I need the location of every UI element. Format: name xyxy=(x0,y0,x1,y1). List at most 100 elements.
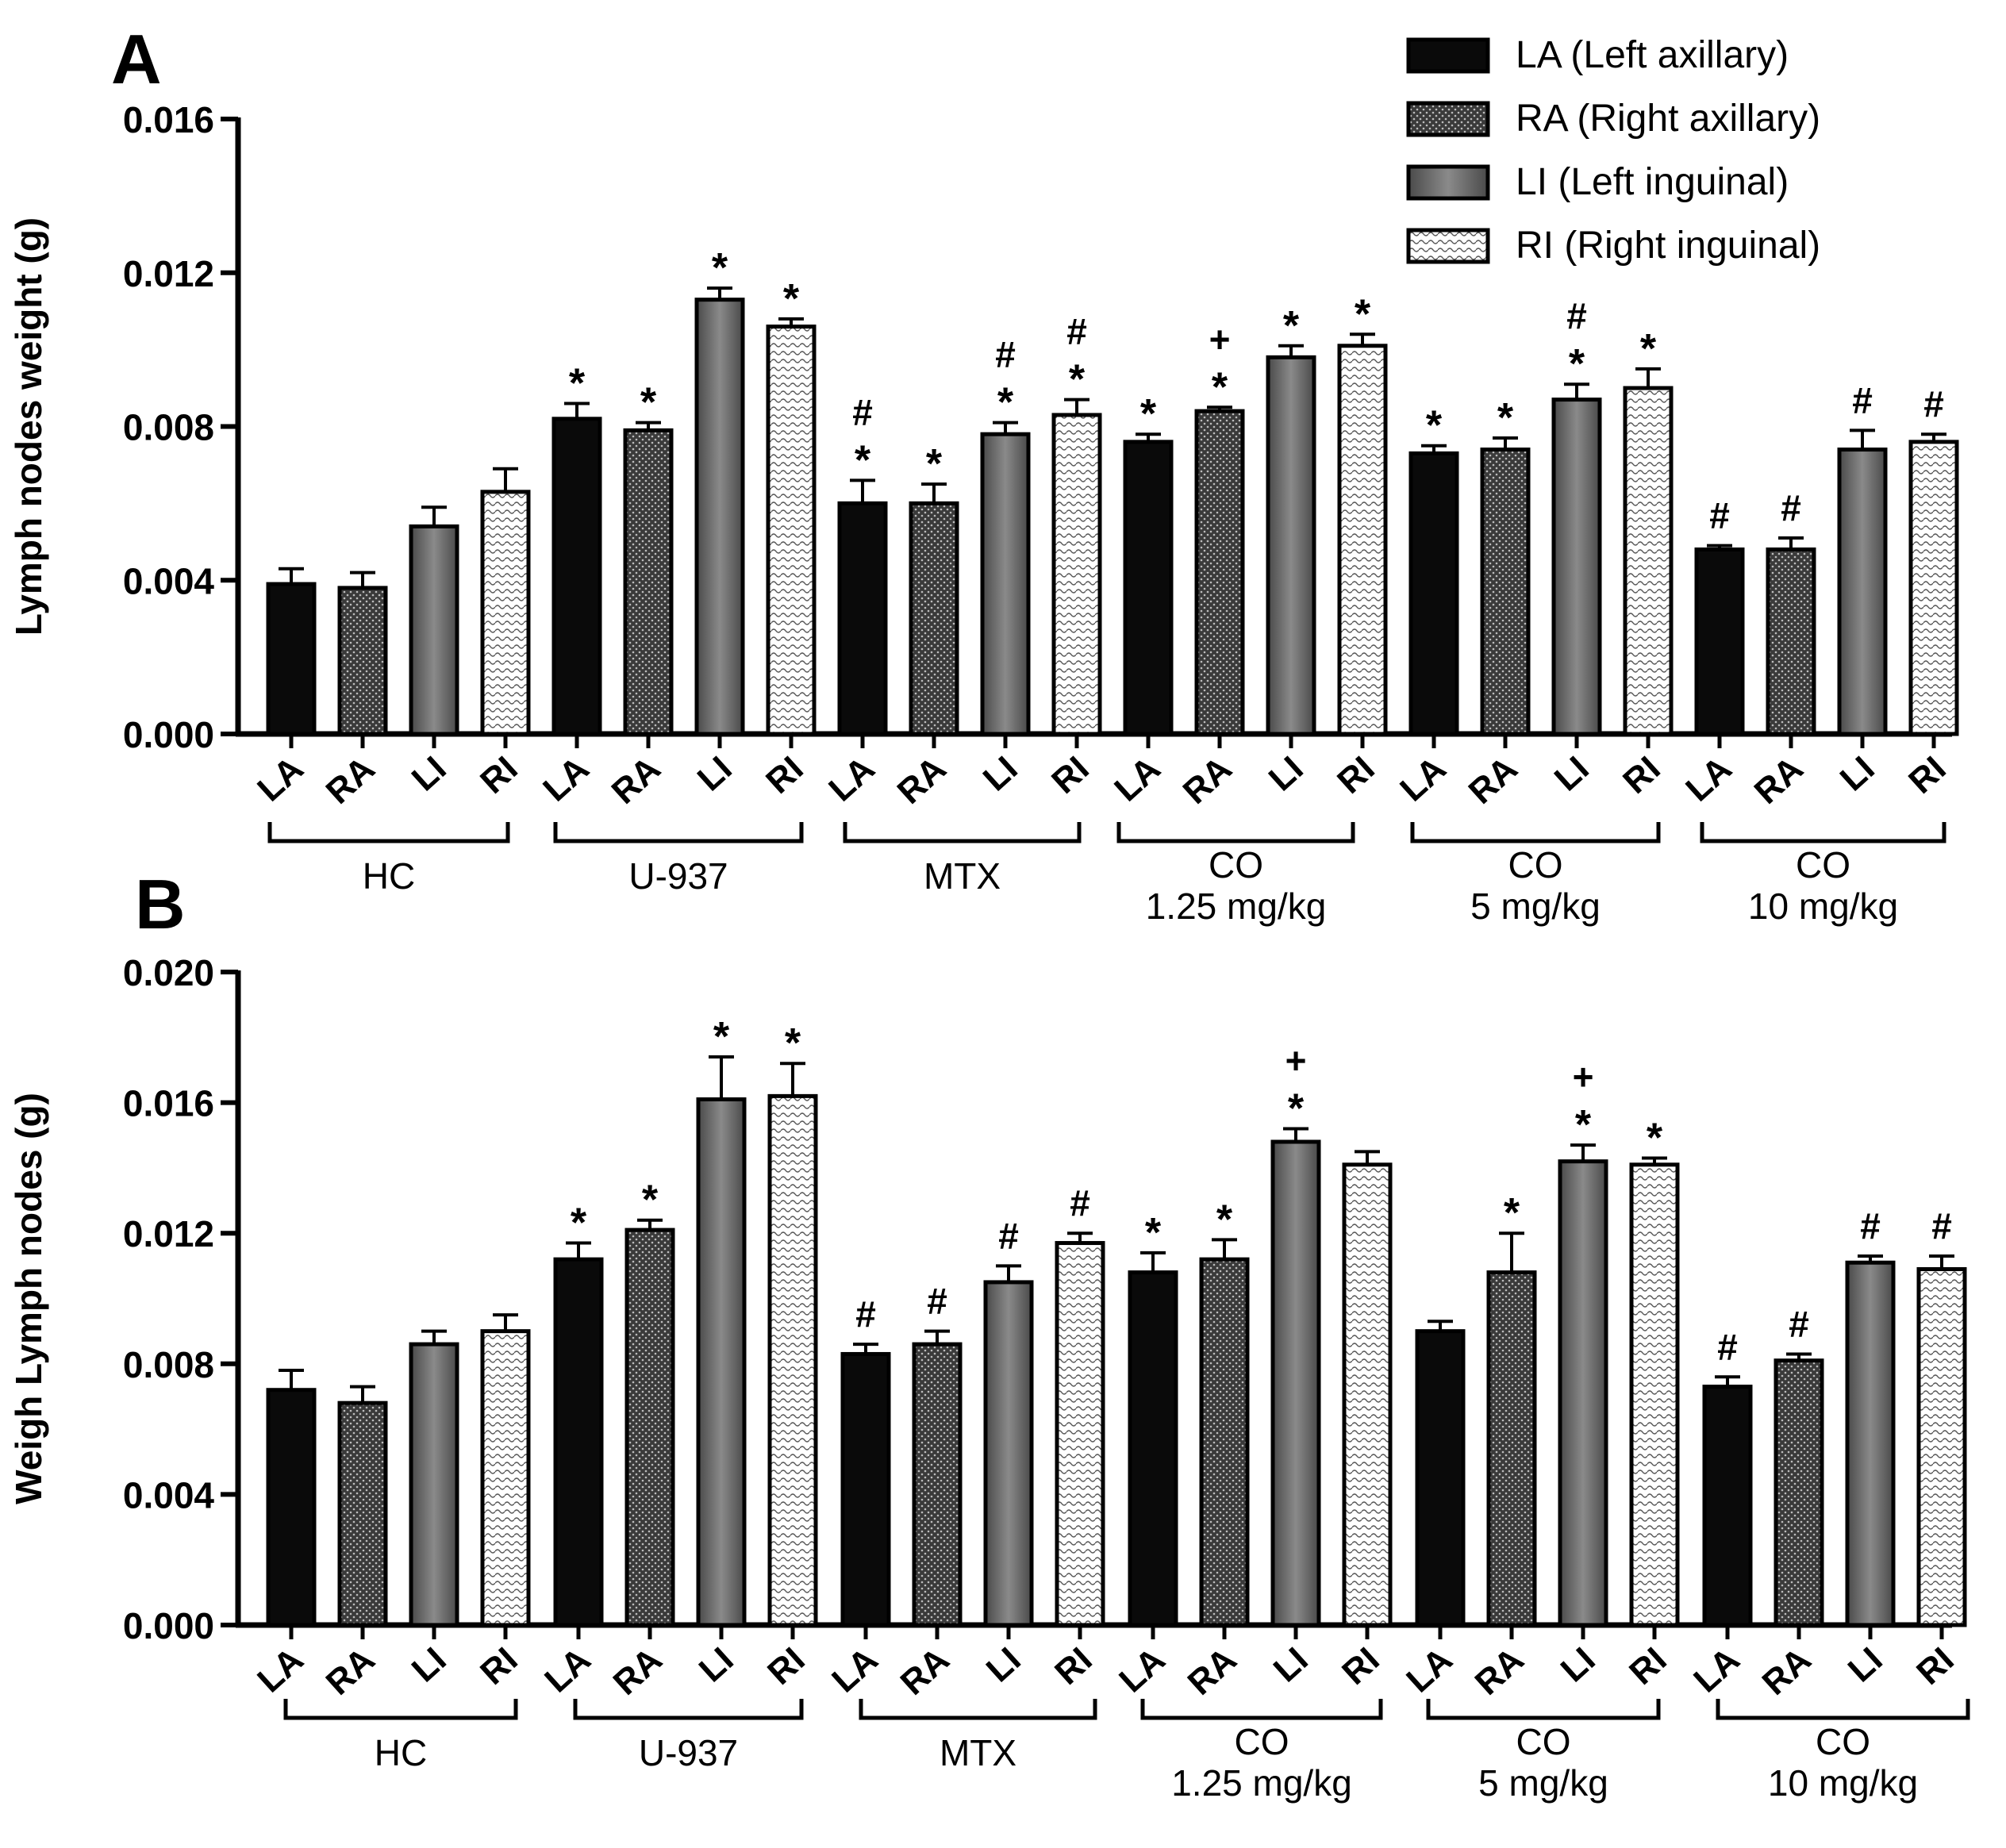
bar-li xyxy=(1845,1260,1896,1627)
group-bracket xyxy=(283,1699,518,1720)
group-label: MTX xyxy=(924,855,1001,897)
group-bracket xyxy=(859,1699,1097,1720)
bar-ra xyxy=(1480,448,1531,736)
bar-ra xyxy=(623,428,674,736)
y-tick-label: 0.020 xyxy=(123,952,214,993)
significance-mark: * xyxy=(1283,303,1300,349)
x-tick-label-la: LA xyxy=(1686,1640,1747,1700)
y-tick-label: 0.016 xyxy=(123,1083,214,1124)
y-axis-label: Lymph nodes weight (g) xyxy=(8,217,49,636)
y-tick-label: 0.012 xyxy=(123,253,214,294)
group-label: 10 mg/kg xyxy=(1768,1762,1918,1804)
x-tick-label-li: LI xyxy=(1833,749,1882,799)
y-tick-label: 0.008 xyxy=(123,1344,214,1385)
legend-swatch-ra xyxy=(1406,101,1490,137)
x-tick-label-ra: RA xyxy=(1468,1640,1531,1703)
bar-la xyxy=(1415,1329,1466,1627)
bar-ra xyxy=(624,1228,675,1627)
x-tick-label-ra: RA xyxy=(605,749,668,812)
x-tick-label-la: LA xyxy=(824,1640,885,1700)
group-label: CO xyxy=(1516,1721,1571,1762)
significance-mark: # xyxy=(1860,1205,1881,1247)
x-tick-label-la: LA xyxy=(1678,749,1739,809)
significance-mark: # xyxy=(1852,379,1873,421)
significance-mark: * xyxy=(926,441,943,487)
bar-la xyxy=(837,501,888,736)
x-tick-label-la: LA xyxy=(250,749,310,809)
legend-label-ra: RA (Right axillary) xyxy=(1516,98,1820,140)
bar-la xyxy=(551,417,602,736)
x-tick-label-ri: RI xyxy=(759,749,810,801)
significance-mark: # xyxy=(1717,1326,1738,1367)
group-label: HC xyxy=(375,1732,427,1773)
x-tick-label-ra: RA xyxy=(1747,749,1811,812)
significance-mark: # xyxy=(998,1215,1019,1256)
x-tick-label-li: LI xyxy=(1841,1640,1890,1690)
x-tick-label-li: LI xyxy=(1262,749,1311,799)
y-tick-label: 0.000 xyxy=(123,714,214,755)
bar-la xyxy=(266,582,317,736)
bar-li xyxy=(1266,355,1316,736)
significance-mark: + xyxy=(1573,1056,1594,1097)
bar-ri xyxy=(1629,1162,1680,1627)
bar-ri xyxy=(1908,440,1959,736)
bar-li xyxy=(1270,1139,1321,1627)
bar-ri xyxy=(480,1329,531,1627)
bar-ri xyxy=(767,1093,818,1627)
x-tick-label-li: LI xyxy=(690,749,740,799)
group-label: 10 mg/kg xyxy=(1748,886,1898,927)
significance-mark: # xyxy=(1709,495,1730,536)
bar-ra xyxy=(1766,547,1816,736)
significance-mark: + xyxy=(1285,1040,1307,1082)
y-tick-label: 0.008 xyxy=(123,407,214,448)
bar-ra xyxy=(912,1342,963,1627)
group-label: MTX xyxy=(940,1732,1016,1773)
significance-mark: # xyxy=(1923,383,1944,425)
group-label: CO xyxy=(1796,844,1850,886)
bar-ri xyxy=(1916,1266,1967,1627)
x-tick-label-ra: RA xyxy=(606,1640,670,1703)
group-bracket xyxy=(267,822,510,843)
x-tick-label-la: LA xyxy=(1393,749,1453,809)
bar-ri xyxy=(1623,386,1674,736)
x-tick-label-li: LI xyxy=(405,749,454,799)
significance-mark: # xyxy=(855,1293,876,1335)
bar-ra xyxy=(1774,1358,1824,1627)
x-tick-label-li: LI xyxy=(692,1640,741,1690)
x-tick-label-ri: RI xyxy=(1047,1640,1099,1692)
significance-mark: * xyxy=(1640,326,1657,372)
significance-mark: * xyxy=(713,1014,730,1060)
x-tick-label-ra: RA xyxy=(319,749,382,812)
panel-a-label: A xyxy=(111,20,162,98)
legend-swatch-la xyxy=(1406,37,1490,74)
group-label: U-937 xyxy=(628,855,728,897)
group-label: CO xyxy=(1209,844,1263,886)
legend-swatch-li xyxy=(1406,164,1490,201)
group-bracket xyxy=(1700,822,1946,843)
x-tick-label-ri: RI xyxy=(1616,749,1667,801)
y-tick-label: 0.004 xyxy=(123,1474,215,1516)
bar-ri xyxy=(1055,1241,1105,1627)
x-tick-label-ra: RA xyxy=(1462,749,1525,812)
bar-ri xyxy=(1342,1162,1393,1627)
panel-b-chart: 0.000 0.004 0.008 0.012 0.016 0.020 Weigh Lymp… xyxy=(8,952,1970,1804)
bar-li xyxy=(409,1342,459,1627)
significance-mark: * xyxy=(712,245,728,291)
x-tick-label-ri: RI xyxy=(473,1640,525,1692)
x-tick-label-la: LA xyxy=(250,1640,310,1700)
bar-li xyxy=(1551,398,1602,736)
x-tick-label-ri: RI xyxy=(760,1640,812,1692)
bar-la xyxy=(1702,1385,1753,1627)
group-label: HC xyxy=(363,855,415,897)
significance-mark: * xyxy=(997,380,1014,426)
significance-mark: # xyxy=(1931,1205,1952,1247)
bar-la xyxy=(266,1388,317,1627)
x-tick-label-ra: RA xyxy=(1755,1640,1819,1703)
significance-mark: * xyxy=(855,437,871,483)
legend-label-la: LA (Left axillary) xyxy=(1516,34,1789,76)
panel-a-chart: 0.000 0.004 0.008 0.012 0.016 Lymph nodes wei… xyxy=(8,99,1959,927)
y-tick-label: 0.000 xyxy=(123,1605,214,1646)
significance-mark: * xyxy=(642,1178,659,1224)
x-tick-label-la: LA xyxy=(1107,749,1167,809)
